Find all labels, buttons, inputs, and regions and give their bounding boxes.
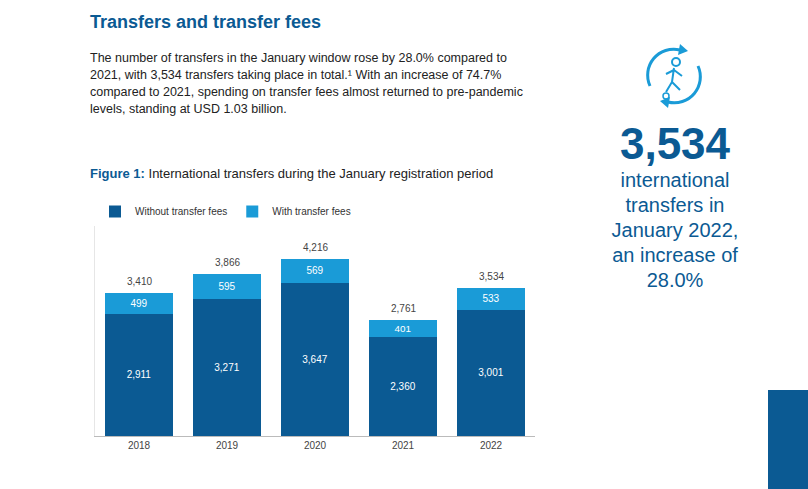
svg-text:2,761: 2,761	[391, 303, 416, 314]
html-text:Figure 1: International transf: Figure 1: International transfers during…	[90, 166, 494, 181]
svg-text:499: 499	[130, 298, 147, 309]
svg-text:2022: 2022	[480, 440, 503, 451]
svg-text:3,410: 3,410	[127, 276, 152, 287]
svg-text:2,360: 2,360	[390, 381, 415, 392]
html-text:28.0%: 28.0%	[646, 269, 704, 291]
svg-text:3,001: 3,001	[478, 367, 503, 378]
html-text:international: international	[620, 169, 730, 191]
svg-text:2021: 2021	[392, 440, 415, 451]
html-text:transfers in: transfers in	[625, 194, 725, 216]
svg-text:3,534: 3,534	[479, 271, 504, 282]
svg-text:3,271: 3,271	[214, 362, 239, 373]
svg-text:533: 533	[482, 293, 499, 304]
svg-text:2018: 2018	[128, 440, 151, 451]
svg-text:4,216: 4,216	[303, 242, 328, 253]
svg-text:2019: 2019	[216, 440, 239, 451]
svg-text:Without transfer fees: Without transfer fees	[135, 206, 227, 217]
svg-text:569: 569	[306, 265, 323, 276]
svg-text:With transfer fees: With transfer fees	[272, 206, 350, 217]
html-text:January 2022,: January 2022,	[611, 219, 739, 241]
svg-text:2,911: 2,911	[127, 369, 152, 380]
svg-text:401: 401	[395, 323, 411, 334]
svg-text:595: 595	[218, 281, 235, 292]
svg-text:3,866: 3,866	[215, 257, 240, 268]
svg-text:2020: 2020	[304, 440, 327, 451]
html-text:3,534: 3,534	[619, 119, 730, 168]
svg-text:3,647: 3,647	[302, 354, 327, 365]
html-text:an increase of: an increase of	[612, 244, 738, 266]
html-text:The number of transfers in the: The number of transfers in the January w…	[90, 51, 523, 116]
html-text:Transfers and transfer fees: Transfers and transfer fees	[90, 12, 322, 32]
